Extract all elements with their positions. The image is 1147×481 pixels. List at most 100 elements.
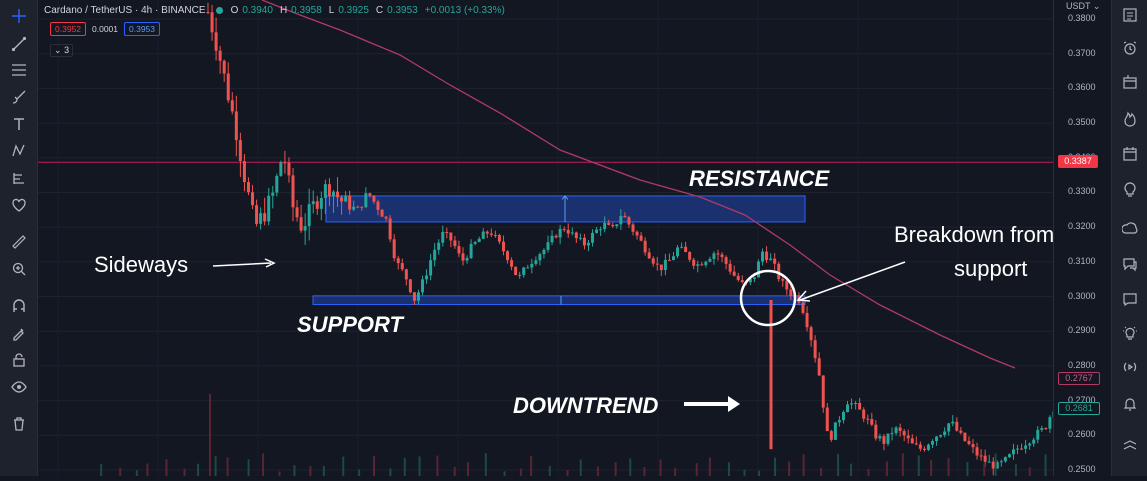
candle-body	[1028, 443, 1032, 446]
sideways-arrow	[212, 262, 272, 267]
candle-body	[514, 266, 518, 275]
price-tick: 0.3600	[1068, 82, 1096, 93]
collapse-panel-icon[interactable]	[1118, 434, 1142, 458]
hotlist-icon[interactable]	[1118, 107, 1142, 131]
pattern-icon[interactable]	[7, 139, 31, 163]
price-tick: 0.2700	[1068, 394, 1096, 405]
volume-bar	[373, 456, 376, 476]
candle-body	[724, 257, 728, 264]
candle-body	[987, 461, 991, 463]
watchlist-icon[interactable]	[1118, 3, 1142, 27]
lock-icon[interactable]	[7, 348, 31, 372]
eye-icon[interactable]	[7, 375, 31, 399]
candle-body	[1048, 417, 1052, 429]
low-value: 0.3925	[338, 4, 369, 16]
tips-icon[interactable]	[1118, 321, 1142, 345]
chevron-down-icon: ⌄	[1092, 1, 1101, 11]
candle-body	[947, 423, 951, 432]
calendar-icon[interactable]	[1118, 142, 1142, 166]
volume-bar	[1044, 454, 1047, 476]
candle-body	[287, 162, 291, 176]
candle-body	[785, 280, 789, 290]
volume-bar	[214, 456, 217, 476]
candle-body	[728, 263, 732, 272]
volume-bar	[820, 468, 823, 476]
trend-line-icon[interactable]	[7, 32, 31, 56]
lock-drawing-icon[interactable]	[7, 321, 31, 345]
price-axis[interactable]: USDT ⌄ 0.38000.37000.36000.35000.34000.3…	[1053, 0, 1111, 476]
indicators-toggle[interactable]: ⌄ 3	[50, 44, 74, 57]
candle-body	[854, 402, 858, 404]
candle-body	[850, 403, 854, 405]
notifications-bell-icon[interactable]	[1118, 392, 1142, 416]
text-tool-icon[interactable]	[7, 112, 31, 136]
candle-body	[627, 217, 631, 225]
volume-bar	[885, 461, 888, 476]
data-window-icon[interactable]	[1118, 70, 1142, 94]
candle-body	[1040, 428, 1044, 430]
candle-body	[643, 240, 647, 253]
streams-icon[interactable]	[1118, 218, 1142, 242]
candle-body	[926, 444, 930, 450]
sell-button[interactable]: 0.3952	[50, 22, 86, 36]
candle-body	[680, 246, 684, 248]
symbol-title[interactable]: Cardano / TetherUS · 4h · BINANCE	[44, 4, 206, 16]
candle-body	[263, 213, 267, 222]
candle-body	[676, 247, 680, 257]
volume-bar	[135, 470, 138, 476]
candle-body	[360, 206, 364, 208]
chart-area[interactable]	[38, 0, 1056, 476]
volume-bar	[758, 470, 761, 476]
messages-icon[interactable]	[1118, 287, 1142, 311]
candle-body	[303, 226, 307, 231]
volume-bar	[1014, 464, 1017, 476]
horizontal-lines-icon[interactable]	[7, 58, 31, 82]
zoom-in-icon[interactable]	[7, 257, 31, 281]
broadcast-icon[interactable]	[1118, 355, 1142, 379]
volume-bar	[503, 471, 506, 476]
brush-icon[interactable]	[7, 85, 31, 109]
breakdown-arrowhead	[796, 290, 811, 302]
currency-selector[interactable]: USDT ⌄	[1066, 1, 1100, 12]
volume-bar	[293, 465, 296, 476]
candle-body	[1020, 448, 1024, 450]
volume-bar	[467, 462, 470, 476]
projection-icon[interactable]	[7, 166, 31, 190]
resistance-label: RESISTANCE	[689, 166, 830, 191]
candle-body	[813, 340, 817, 359]
breakdown-arrow	[799, 261, 906, 301]
volume-bar	[901, 453, 904, 476]
volume-bar	[743, 469, 746, 476]
volume-bar	[100, 463, 103, 476]
candle-body	[331, 191, 335, 197]
magnet-icon[interactable]	[7, 294, 31, 318]
candle-body	[412, 292, 416, 301]
candle-body	[1036, 429, 1040, 440]
candle-body	[659, 264, 663, 271]
market-status-icon	[215, 6, 223, 14]
candle-body	[323, 184, 327, 198]
price-chart[interactable]	[38, 0, 1056, 476]
ruler-icon[interactable]	[7, 230, 31, 254]
candle-body	[955, 421, 959, 431]
candle-body	[554, 235, 558, 238]
volume-bar	[774, 457, 777, 476]
trash-icon[interactable]	[7, 412, 31, 436]
candle-body	[311, 201, 315, 205]
candle-body	[846, 404, 850, 413]
candle-body	[773, 258, 777, 264]
alarm-clock-icon[interactable]	[1118, 36, 1142, 60]
buy-button[interactable]: 0.3953	[124, 22, 160, 36]
candle-body	[206, 12, 210, 14]
crosshair-icon[interactable]	[7, 4, 31, 28]
candle-body	[777, 263, 781, 280]
volume-bar	[708, 457, 711, 476]
chats-icon[interactable]	[1118, 252, 1142, 276]
candle-body	[591, 232, 595, 243]
heart-icon[interactable]	[7, 193, 31, 217]
candle-body	[663, 259, 667, 271]
ideas-lightbulb-icon[interactable]	[1118, 177, 1142, 201]
price-tick: 0.3100	[1068, 255, 1096, 266]
moving-average-price-label: 0.2767	[1058, 372, 1100, 385]
candle-body	[603, 222, 607, 230]
